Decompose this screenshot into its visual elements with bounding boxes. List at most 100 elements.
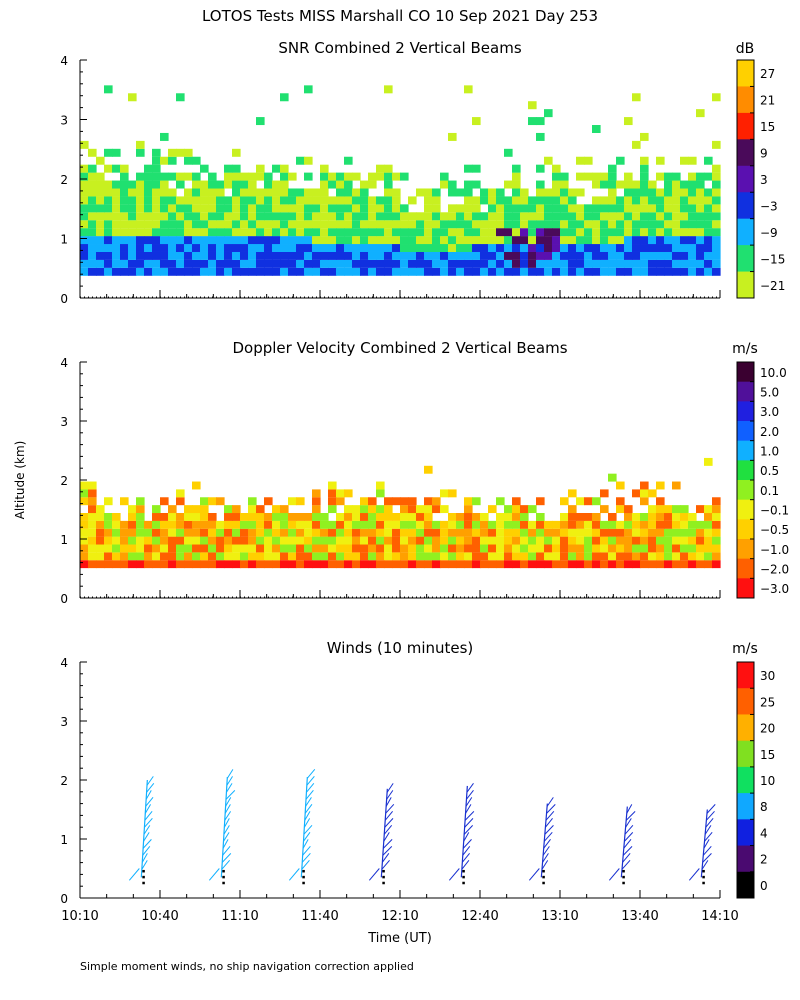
heatmap-cell [280,251,289,260]
heatmap-cell [192,520,201,529]
heatmap-cell [448,132,457,141]
heatmap-cell [568,544,577,553]
heatmap-cell [120,212,129,221]
heatmap-cell [712,544,721,553]
heatmap-cell [568,188,577,197]
heatmap-cell [608,236,617,245]
heatmap-cell [360,204,369,213]
heatmap-cell [536,188,545,197]
heatmap-cell [320,259,329,268]
heatmap-cell [112,251,121,260]
colorbar-label: 10 [760,774,775,788]
heatmap-cell [160,536,169,545]
heatmap-cell [88,560,97,569]
heatmap-cell [488,220,497,229]
heatmap-cell [368,528,377,537]
heatmap-cell [224,244,233,252]
heatmap-cell [648,528,657,537]
heatmap-cell [512,244,521,252]
colorbar-label: −3.0 [760,582,789,596]
colorbar-label: −3 [760,199,778,213]
heatmap-cell [432,228,441,237]
heatmap-cell [248,196,257,205]
heatmap-cell [480,513,489,521]
heatmap-cell [432,497,441,506]
heatmap-cell [192,172,201,181]
heatmap-cell [536,259,545,268]
heatmap-cell [616,244,625,252]
heatmap-cell [648,505,657,514]
wind-barb [302,839,309,849]
heatmap-cell [96,188,105,197]
heatmap-cell [552,544,561,553]
heatmap-cell [656,251,665,260]
heatmap-cell [688,228,697,237]
heatmap-cell [656,528,665,537]
heatmap-cell [688,180,697,189]
heatmap-cell [280,212,289,221]
heatmap-cell [360,505,369,514]
heatmap-cell [424,497,433,506]
heatmap-cell [312,536,321,545]
heatmap-cell [432,505,441,514]
heatmap-cell [112,212,121,221]
heatmap-cell [552,244,561,252]
heatmap-cell [440,220,449,229]
heatmap-cell [240,220,249,229]
heatmap-cell [360,536,369,545]
colorbar-label: 3 [760,173,768,187]
heatmap-cell [504,236,513,245]
heatmap-cell [88,188,97,197]
heatmap-cell [648,212,657,221]
wind-barb [461,860,470,870]
wind-marker [622,875,625,879]
heatmap-cell [648,196,657,205]
heatmap-cell [424,188,433,197]
heatmap-cell [520,505,529,514]
heatmap-cell [264,497,273,506]
heatmap-cell [120,180,129,189]
heatmap-cell [272,220,281,229]
heatmap-cell [272,188,281,197]
heatmap-cell [496,220,505,229]
wind-barb [305,790,314,800]
heatmap-cell [408,212,417,221]
heatmap-cell [456,513,465,521]
heatmap-cell [680,236,689,245]
heatmap-cell [328,552,337,561]
heatmap-cell [304,528,313,537]
heatmap-cell [712,140,721,149]
heatmap-cell [176,148,185,157]
heatmap-cell [176,204,185,213]
heatmap-cell [304,513,313,521]
heatmap-cell [576,212,585,221]
wind-barb [706,811,715,821]
heatmap-cell [272,560,281,569]
colorbar-swatch [737,688,754,715]
heatmap-cell [80,481,89,490]
heatmap-cell [224,536,233,545]
heatmap-cell [472,220,481,229]
heatmap-cell [232,251,241,260]
heatmap-cell [640,228,649,237]
heatmap-cell [464,164,473,173]
heatmap-cell [176,236,185,245]
heatmap-cell [672,204,681,213]
heatmap-cell [472,520,481,529]
heatmap-cell [496,520,505,529]
heatmap-cell [512,188,521,197]
heatmap-cell [592,528,601,537]
heatmap-cell [624,244,633,252]
heatmap-cell [104,552,113,561]
heatmap-cell [344,188,353,197]
heatmap-cell [648,267,657,276]
heatmap-cell [232,267,241,276]
heatmap-cell [424,505,433,514]
heatmap-cell [648,180,657,189]
heatmap-cell [384,544,393,553]
heatmap-cell [104,267,113,276]
heatmap-cell [704,528,713,537]
heatmap-cell [608,520,617,529]
heatmap-cell [568,528,577,537]
colorbar-label: −0.5 [760,523,789,537]
